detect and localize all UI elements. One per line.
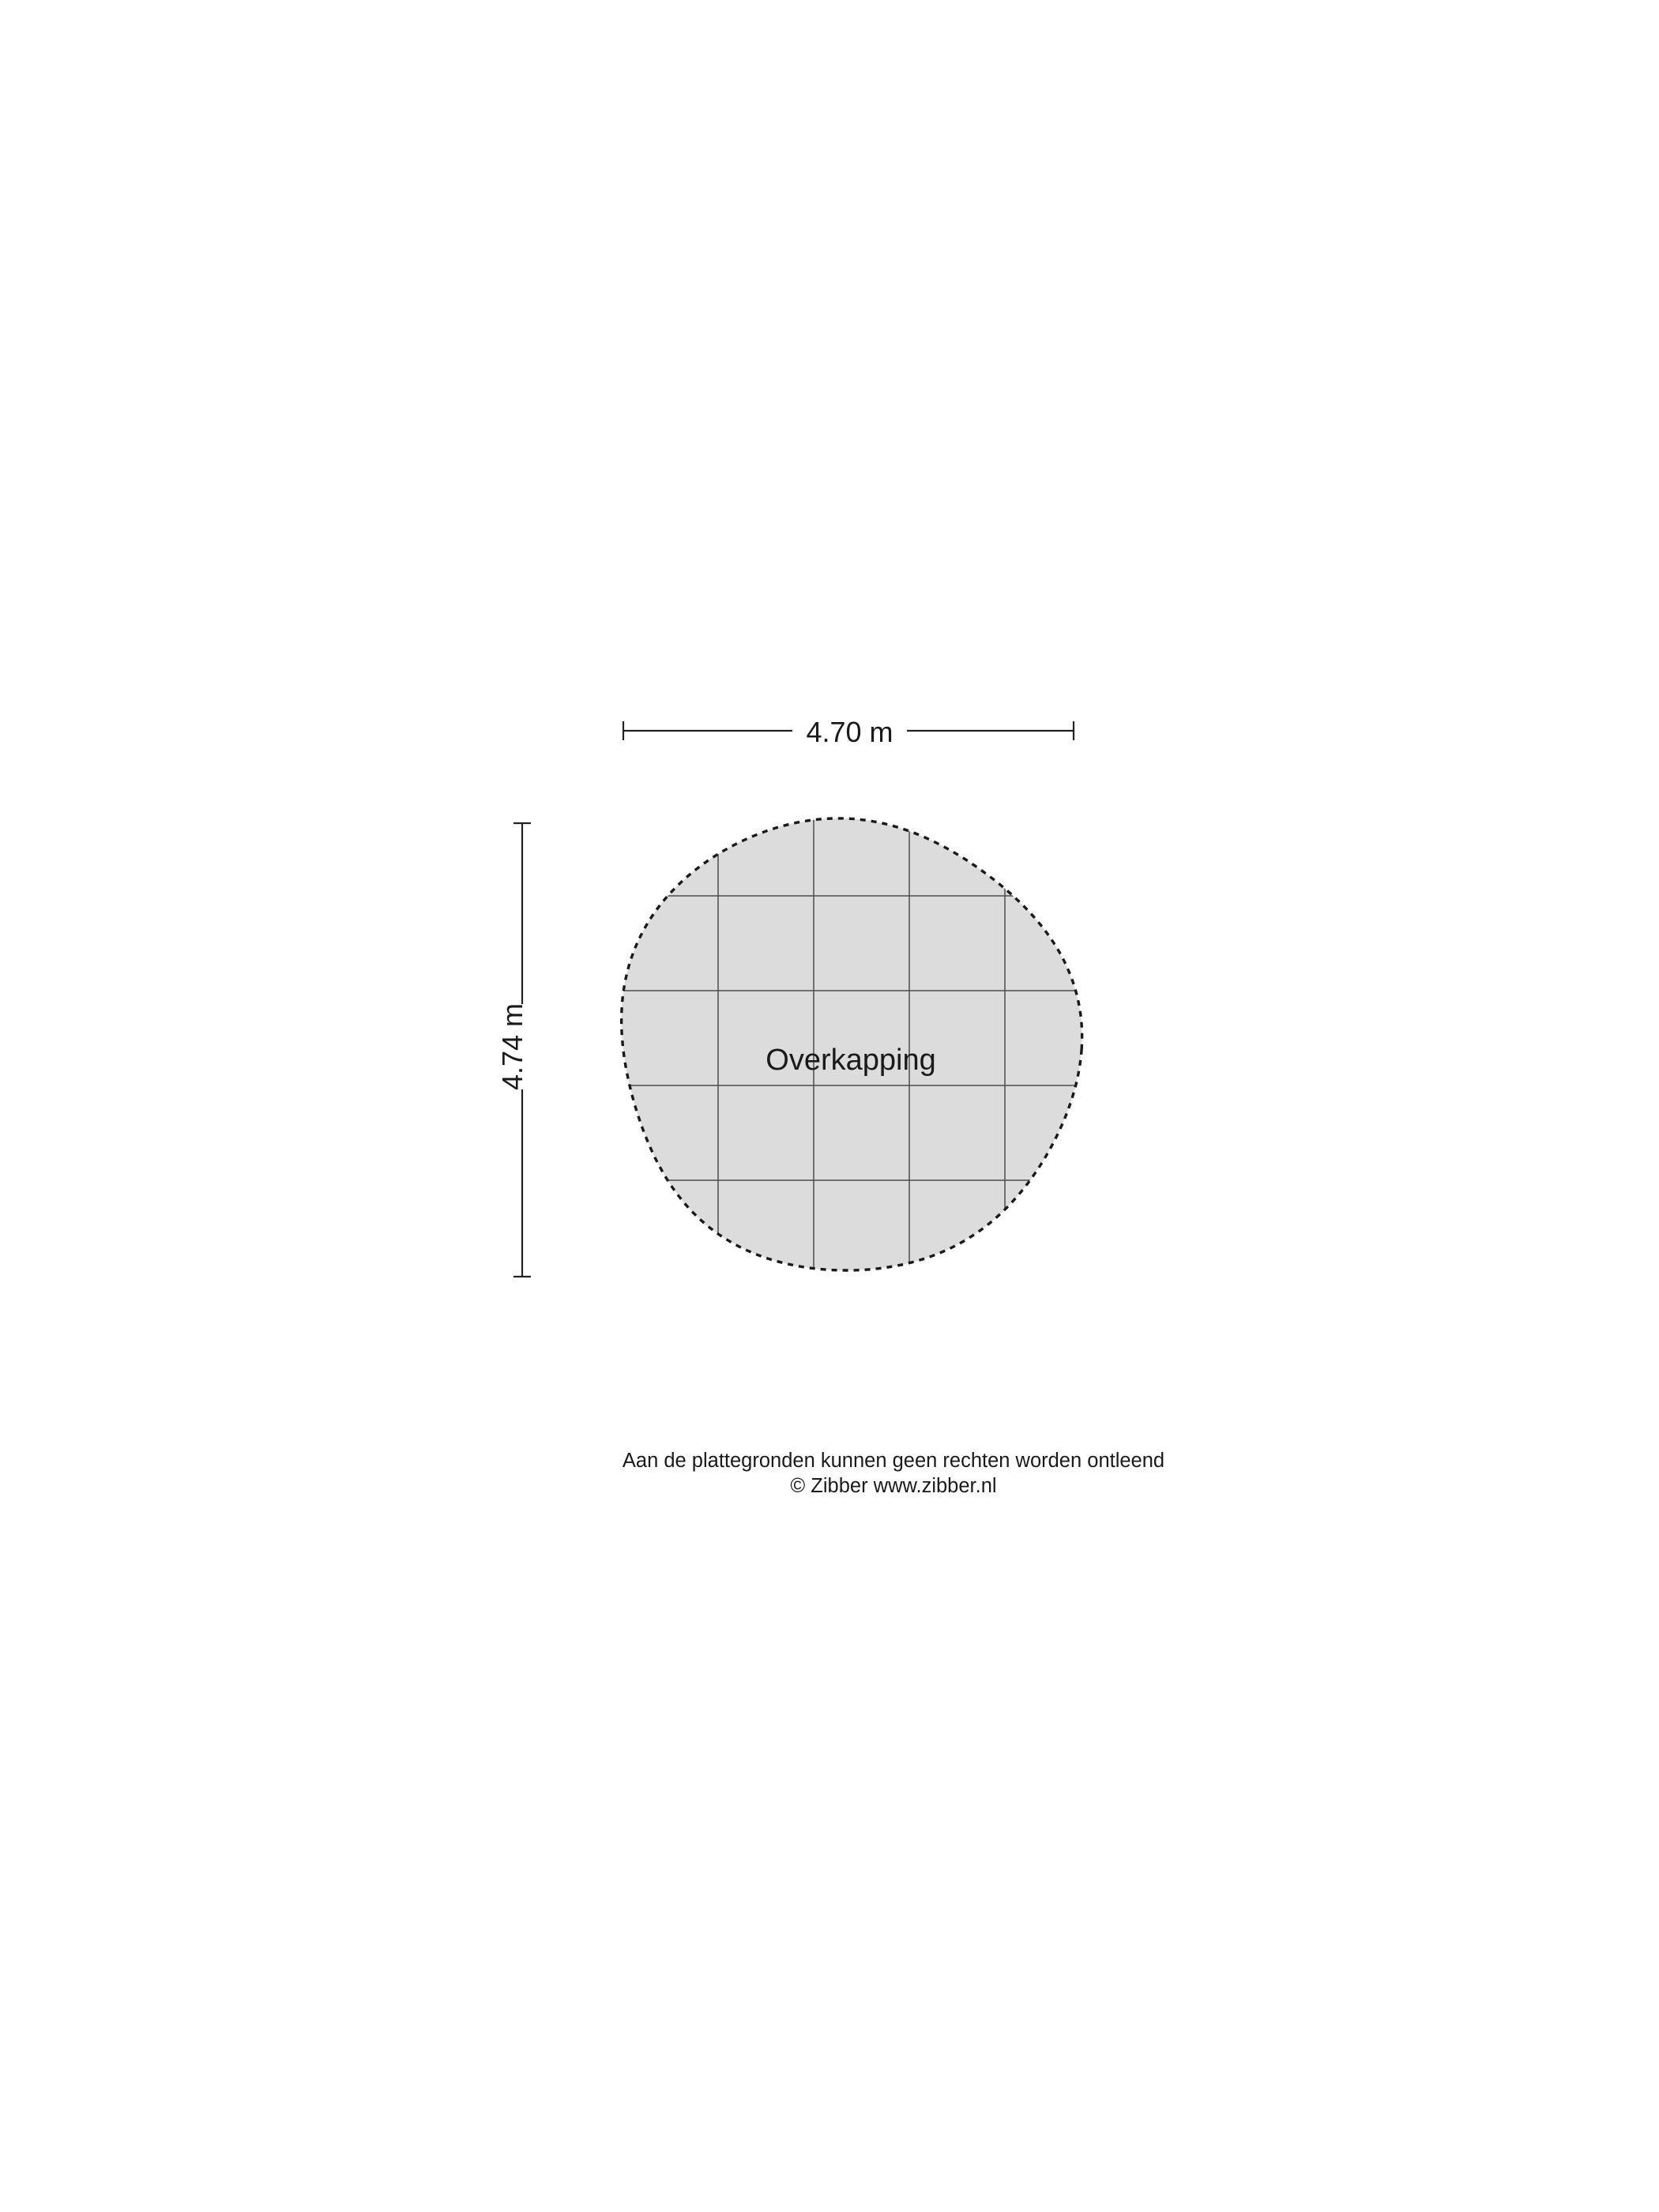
svg-text:4.74 m: 4.74 m [496,1003,529,1090]
